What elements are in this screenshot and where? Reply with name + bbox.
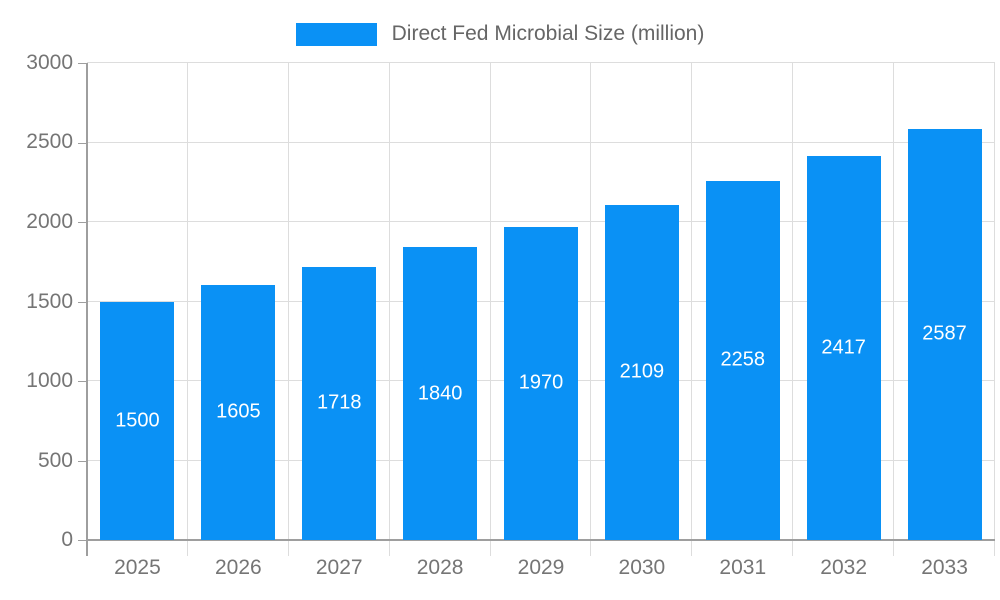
x-tick-label-2029: 2029 (517, 556, 565, 579)
bar-2027[interactable]: 1718 (302, 266, 377, 540)
bar-2030[interactable]: 2109 (604, 204, 679, 540)
bar-2026[interactable]: 1605 (201, 284, 276, 540)
gridline-x-8 (893, 63, 895, 556)
gridline-x-2 (287, 63, 289, 556)
y-tick-mark-2000 (78, 222, 87, 223)
bar-value-label: 2258 (720, 348, 766, 371)
y-tick-mark-1500 (78, 301, 87, 303)
y-axis-labels: 0 500 1000 1500 2000 2500 3000 (0, 51, 73, 551)
bar-2028[interactable]: 1840 (403, 247, 478, 540)
y-tick-label-2500: 2500 (26, 130, 73, 154)
bar-value-label: 2109 (619, 360, 665, 383)
bar-value-label: 2417 (821, 336, 866, 359)
bar-2025[interactable]: 1500 (100, 301, 175, 540)
bar-value-label: 1718 (316, 391, 362, 414)
x-axis-line (87, 539, 995, 541)
y-axis-line (86, 63, 88, 556)
gridline-x-4 (489, 63, 491, 556)
x-tick-label-2032: 2032 (820, 556, 868, 579)
gridline-y-2500 (87, 141, 995, 143)
gridline-x-3 (388, 63, 390, 556)
gridline-y-3000 (87, 62, 995, 63)
bar-value-label: 1840 (417, 382, 463, 405)
bar-2032[interactable]: 2417 (806, 155, 881, 540)
x-axis-labels: 2025 2026 2027 2028 2029 2030 2031 2032 2033 (87, 552, 995, 588)
legend-swatch (295, 22, 377, 46)
y-tick-mark-500 (78, 460, 87, 462)
x-tick-label-2028: 2028 (416, 556, 464, 579)
x-tick-label-2027: 2027 (315, 556, 363, 579)
bar-value-label: 1605 (216, 400, 261, 423)
y-tick-mark-1000 (78, 381, 87, 382)
gridline-x-9 (994, 63, 995, 556)
gridline-x-7 (792, 63, 794, 556)
bar-value-label: 1500 (115, 409, 160, 432)
y-tick-label-1000: 1000 (26, 368, 73, 392)
bar-2031[interactable]: 2258 (705, 180, 780, 540)
x-tick-label-2026: 2026 (214, 556, 262, 579)
bar-2029[interactable]: 1970 (504, 226, 578, 540)
y-tick-label-1500: 1500 (26, 289, 73, 313)
y-tick-label-500: 500 (37, 448, 73, 472)
plot-area: 1500 1605 1718 1840 1970 2109 2258 2417 2587 (86, 62, 995, 556)
gridline-y-2000 (87, 221, 995, 223)
bar-2033[interactable]: 2587 (907, 128, 982, 540)
y-tick-label-2000: 2000 (26, 209, 73, 233)
x-tick-label-2033: 2033 (921, 556, 968, 579)
gridline-x-5 (590, 63, 592, 556)
gridline-x-1 (186, 63, 188, 556)
x-tick-label-2030: 2030 (618, 556, 666, 579)
y-tick-label-0: 0 (61, 528, 73, 551)
y-tick-mark-2500 (78, 142, 87, 144)
legend-label: Direct Fed Microbial Size (million) (391, 22, 705, 45)
y-tick-mark-0 (78, 540, 87, 541)
bar-value-label: 2587 (922, 322, 967, 345)
y-tick-label-3000: 3000 (26, 51, 73, 74)
gridline-x-6 (691, 63, 693, 556)
x-tick-label-2025: 2025 (114, 556, 161, 579)
legend[interactable]: Direct Fed Microbial Size (million) (0, 21, 1000, 47)
x-tick-label-2031: 2031 (719, 556, 767, 579)
y-tick-mark-3000 (78, 63, 87, 64)
bar-value-label: 1970 (518, 371, 564, 394)
